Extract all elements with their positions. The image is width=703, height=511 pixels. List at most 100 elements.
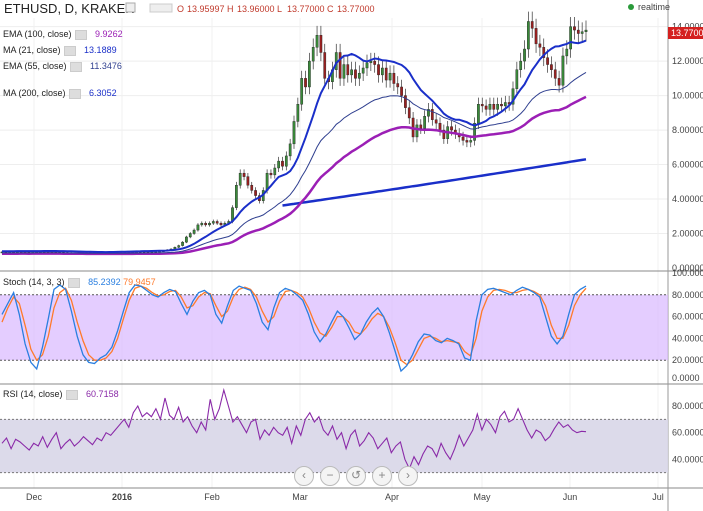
candle-body [246,176,250,186]
gear-icon[interactable] [67,277,80,288]
stoch-tick-label: 0.0000 [672,373,700,383]
time-tick-label: Mar [292,492,308,502]
stoch-tick-label: 40.0000 [672,333,703,343]
indicator-label: EMA (55, close) [3,61,67,71]
indicator-ema55[interactable]: EMA (55, close) 11.3476 [3,61,122,72]
indicator-ma200[interactable]: MA (200, close) 6.3052 [3,88,117,99]
candle-body [354,69,357,79]
candle-body [281,160,284,167]
candle-body [277,160,280,169]
candle-body [430,109,434,120]
candle-body [423,116,426,129]
candle-body [500,104,503,107]
candle-body [542,47,546,58]
rsi-label: RSI (14, close) [3,389,63,399]
candle-body [477,104,480,124]
candle-body [523,48,526,62]
candle-body [565,48,569,57]
candle-body [319,35,323,53]
candle-body [304,78,307,88]
candle-body [300,78,304,105]
zoom-in-button[interactable]: + [372,466,392,486]
candle-body [254,190,257,196]
last-price-tag [668,27,703,39]
candle-body [573,26,576,31]
gear-icon[interactable] [68,88,81,99]
stoch-k-line [1,284,587,373]
low-value: 13.77000 [287,4,325,14]
stoch-tick-label: 100.0000 [672,268,703,278]
candle-body [181,241,184,246]
indicator-label: EMA (100, close) [3,29,72,39]
time-tick-label: Dec [26,492,43,502]
indicator-value: 13.1889 [84,45,117,55]
candle-body [361,67,365,74]
settings-icon[interactable] [149,3,173,13]
gear-icon[interactable] [65,389,78,400]
candle-body [292,121,296,145]
realtime-dot-icon [628,4,634,10]
indicator-ma21[interactable]: MA (21, close) 13.1889 [3,45,117,56]
rsi-tick-label: 80.0000 [672,401,703,411]
candle-body [357,72,361,79]
stoch-d-line [1,285,587,366]
candle-body [584,29,588,32]
close-value: 13.77000 [337,4,375,14]
candle-body [527,21,530,50]
stoch-band [0,294,668,361]
price-tick-label: 4.00000 [672,194,703,204]
candle-body [288,143,292,157]
stoch-label: Stoch (14, 3, 3) [3,277,65,287]
candle-body [580,31,584,34]
gear-icon[interactable] [74,29,87,40]
symbol-title[interactable]: ETHUSD, D, KRAKEN [4,1,135,16]
candle-body [419,124,423,129]
candle-body [465,140,469,143]
symbol-close-icon[interactable] [125,2,136,13]
candle-body [388,72,392,81]
candle-body [338,52,342,79]
candle-body [211,221,215,224]
time-tick-label: 2016 [112,492,132,502]
candle-body [538,43,542,48]
scroll-left-button[interactable]: ‹ [294,466,314,486]
candle-body [185,236,188,243]
candle-body [219,222,223,226]
price-tick-label: 10.00000 [672,91,703,101]
candle-body [381,67,384,76]
zoom-out-button[interactable]: − [320,466,340,486]
low-label: L [277,4,282,14]
candle-body [177,245,181,248]
candle-body [396,83,400,88]
rsi-tick-label: 60.0000 [672,428,703,438]
candle-body [392,72,396,84]
indicator-ema100[interactable]: EMA (100, close) 9.9262 [3,29,123,40]
high-label: H [227,4,234,14]
candle-body [503,102,507,107]
candle-body [469,140,473,143]
gear-icon[interactable] [69,61,82,72]
ma21-line [1,39,587,254]
price-axis-ticks: 14.00000 12.00000 10.00000 8.00000 6.00000 4.… [672,22,703,465]
open-label: O [177,4,184,14]
candle-body [365,62,369,69]
rsi-legend[interactable]: RSI (14, close) 60.7158 [3,389,119,400]
candle-body [346,64,350,76]
candle-body [492,104,496,110]
candle-body [534,28,538,45]
reset-button[interactable]: ↺ [346,466,366,486]
time-tick-label: Jun [563,492,578,502]
stoch-legend[interactable]: Stoch (14, 3, 3) 85.2392 79.9457 [3,277,156,288]
candle-body [188,233,192,238]
candle-body [484,105,488,110]
candle-body [273,167,277,176]
candle-body [519,60,523,70]
candle-body [311,47,315,62]
scroll-right-button[interactable]: › [398,466,418,486]
candle-body [488,104,492,110]
indicator-label: MA (200, close) [3,88,66,98]
candle-body [461,136,465,141]
price-tick-label: 0.00000 [672,263,703,273]
gear-icon[interactable] [63,45,76,56]
